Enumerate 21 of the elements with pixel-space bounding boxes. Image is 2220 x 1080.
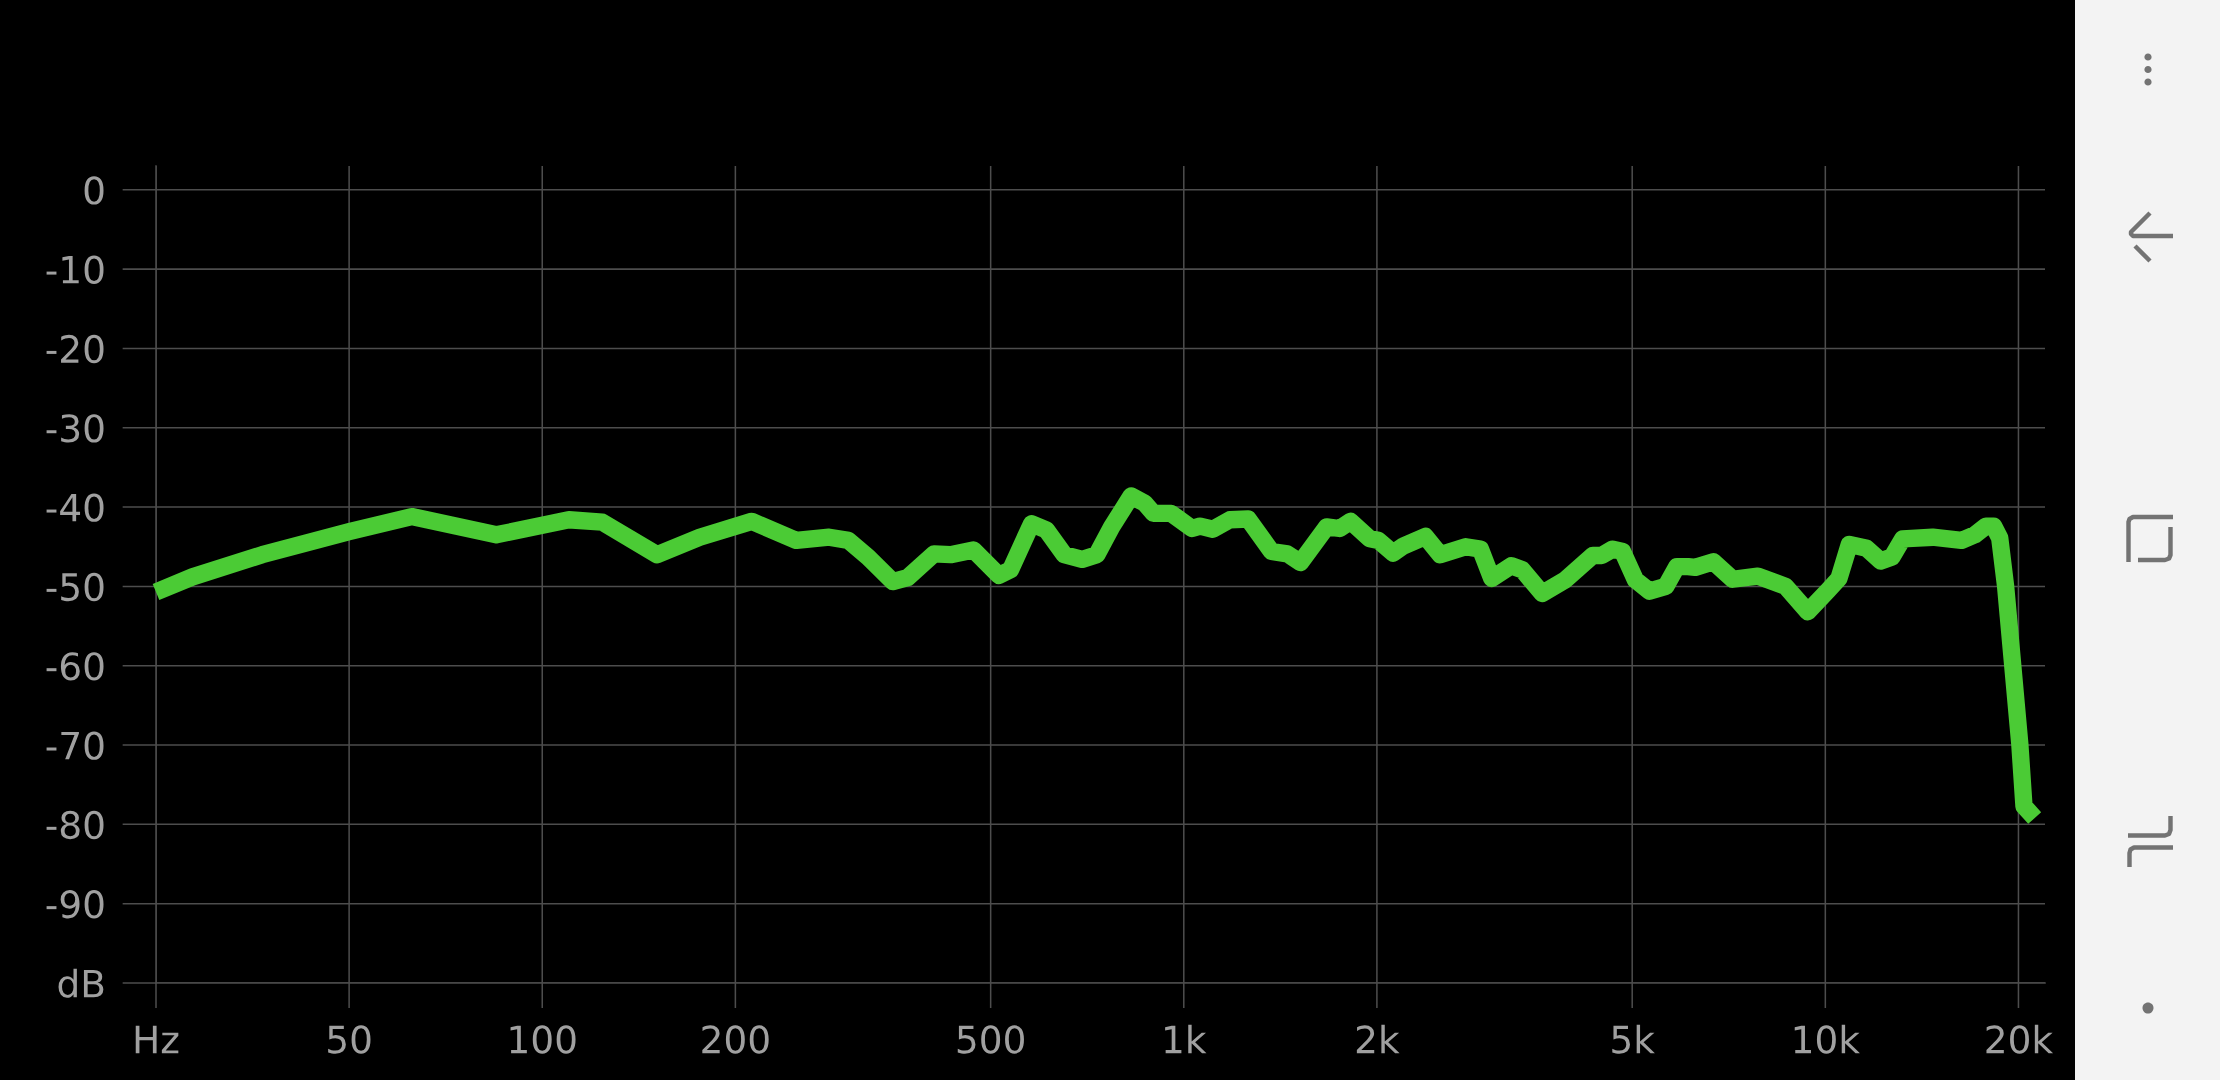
y-tick-label: -70 [46,731,104,760]
y-tick-label: -20 [46,334,104,364]
y-tick-label: -60 [46,652,104,681]
x-tick-label: 5k [1612,1024,1655,1054]
y-tick-label: -30 [46,414,104,443]
x-tick-label: 100 [510,1025,576,1054]
y-tick-label: 0 [84,176,104,205]
y-tick-label: -90 [46,890,104,919]
x-tick-label: 50 [328,1025,371,1054]
x-tick-label: 2k [1356,1024,1400,1054]
x-tick-label: 1k [1165,1024,1207,1054]
x-tick-label: 200 [702,1025,769,1054]
y-tick-label: -50 [46,572,104,602]
y-tick-label: -10 [46,255,104,284]
x-tick-label: 20k [1986,1024,2054,1054]
y-tick-label: dB [58,968,104,998]
x-tick-label: Hz [135,1025,179,1054]
x-tick-label: 10k [1794,1024,1860,1054]
x-tick-label: 500 [957,1025,1024,1054]
y-tick-label: -40 [46,493,104,522]
y-tick-label: -80 [46,810,104,840]
